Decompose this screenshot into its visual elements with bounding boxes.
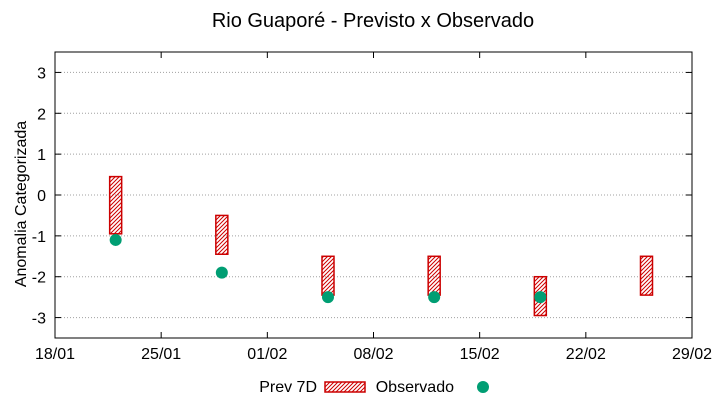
forecast-range-bar <box>215 214 229 255</box>
y-tick-label: -2 <box>32 270 46 287</box>
x-tick-label: 15/02 <box>460 346 500 363</box>
observed-point <box>428 291 441 304</box>
y-tick-label: -1 <box>32 229 46 246</box>
x-tick-label: 01/02 <box>247 346 287 363</box>
legend-marker-observado <box>477 381 489 393</box>
observed-point <box>534 291 547 304</box>
legend-swatch-prev-7d <box>324 381 366 393</box>
forecast-range-bar <box>108 175 123 235</box>
x-tick-label: 29/02 <box>672 346 712 363</box>
y-axis-ticks: 3 2 1 0 -1 -2 -3 <box>32 65 692 328</box>
prev-7d-series <box>108 175 654 317</box>
legend: Prev 7D Observado <box>259 379 489 396</box>
y-tick-label: -3 <box>32 311 46 328</box>
y-tick-label: 3 <box>37 65 46 82</box>
chart-title: Rio Guaporé - Previsto x Observado <box>212 10 534 32</box>
y-tick-label: 1 <box>37 147 46 164</box>
observed-point <box>109 233 122 246</box>
observed-point <box>215 266 228 279</box>
legend-label-prev-7d: Prev 7D <box>259 379 317 396</box>
x-tick-label: 18/01 <box>35 346 75 363</box>
x-axis-ticks: 18/01 25/01 01/02 08/02 15/02 22/02 29/02 <box>35 52 712 363</box>
y-tick-label: 2 <box>37 106 46 123</box>
forecast-range-bar <box>321 255 335 296</box>
x-tick-label: 25/01 <box>141 346 181 363</box>
y-axis-label: Anomalia Categorizada <box>13 121 30 287</box>
x-tick-label: 22/02 <box>566 346 606 363</box>
legend-label-observado: Observado <box>376 379 454 396</box>
x-tick-label: 08/02 <box>353 346 393 363</box>
forecast-range-bar <box>639 255 654 296</box>
grid <box>55 71 692 319</box>
forecast-range-bar <box>427 255 441 296</box>
observado-series <box>109 233 547 304</box>
y-tick-label: 0 <box>37 188 46 205</box>
observed-point <box>322 291 334 304</box>
plot-frame <box>54 51 693 339</box>
